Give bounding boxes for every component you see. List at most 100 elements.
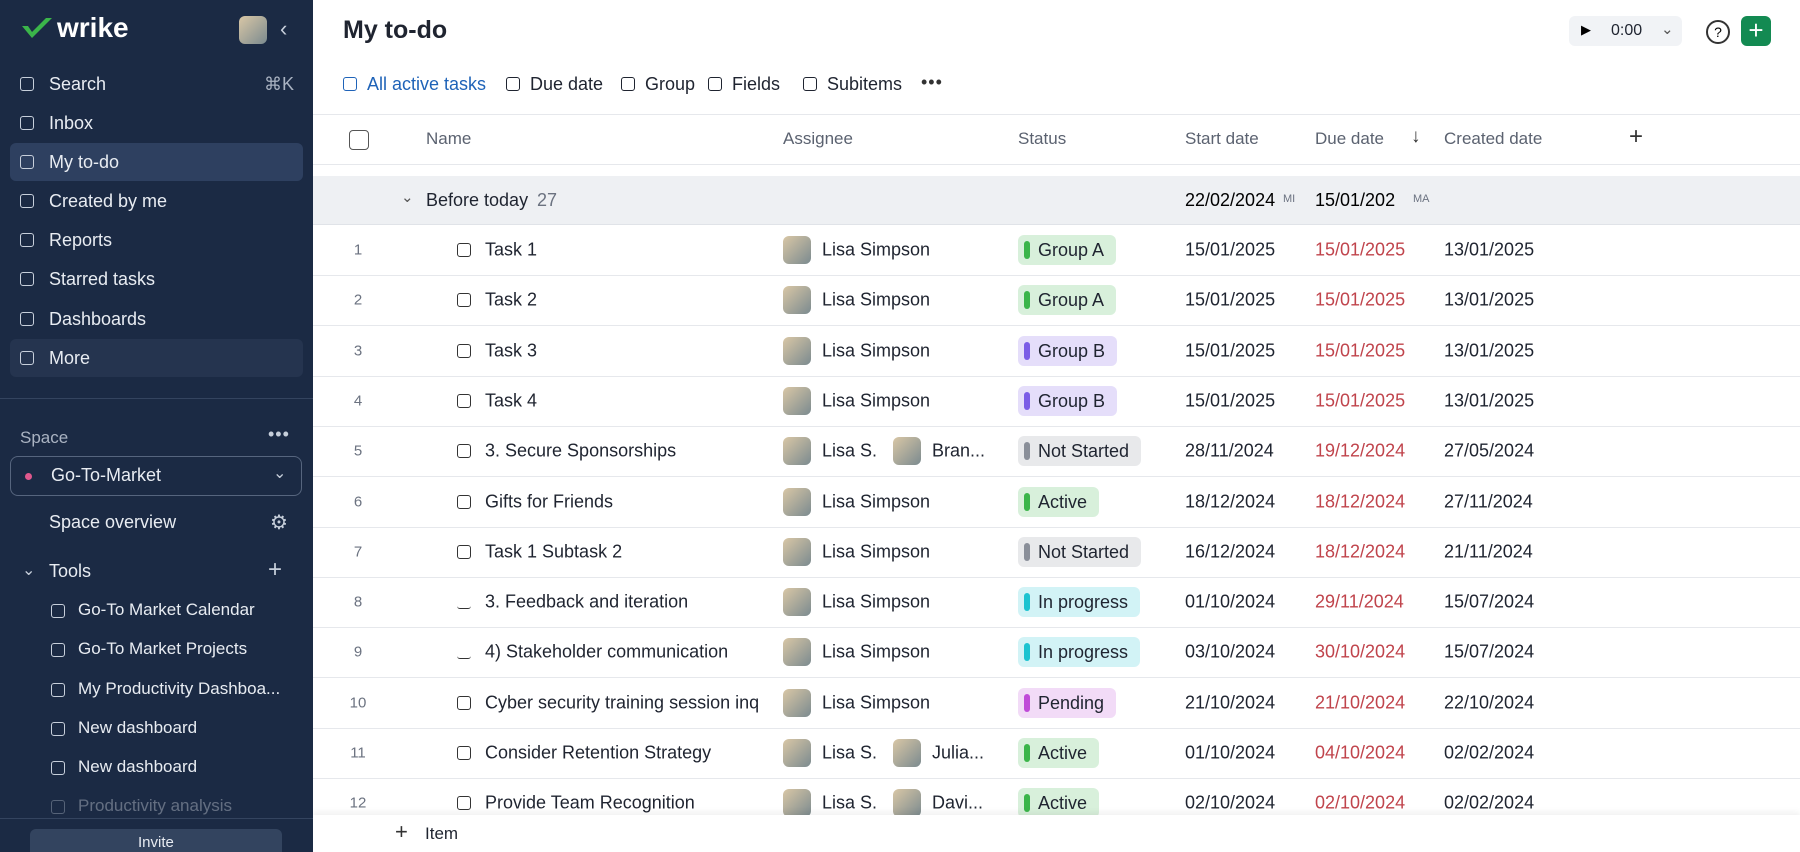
nav-item[interactable]: Reports xyxy=(49,230,113,250)
tools-toggle: ⌄ xyxy=(22,562,36,579)
toolbar-button[interactable]: All active tasks xyxy=(367,74,487,94)
task-name[interactable]: Task 1 Subtask 2 xyxy=(485,541,623,562)
toolbar-button[interactable]: Subitems xyxy=(827,74,903,94)
task-name[interactable]: Gifts for Friends xyxy=(485,491,614,511)
tools-label[interactable]: Tools xyxy=(49,561,92,581)
task-name[interactable]: Task 3 xyxy=(485,340,538,361)
group-row[interactable]: ⌄ Before today 27 22/02/2024 MI 15/01/202 MA xyxy=(313,176,1800,225)
nav-item[interactable]: Dashboards xyxy=(49,309,147,329)
column-header[interactable]: Name xyxy=(426,129,472,148)
row-number: 11 xyxy=(350,744,366,762)
start-date: 01/10/2024 xyxy=(1185,742,1276,763)
task-name[interactable]: Consider Retention Strategy xyxy=(485,742,712,763)
task-name[interactable]: 4) Stakeholder communication xyxy=(485,641,729,662)
collapse-button[interactable]: ‹ xyxy=(280,16,288,41)
toolbar-button[interactable]: Group xyxy=(645,74,696,94)
created-date: 02/02/2024 xyxy=(1444,742,1535,763)
assignee-avatar xyxy=(893,437,921,466)
due-date: 29/11/2024 xyxy=(1315,591,1404,612)
status-pill[interactable]: In progress xyxy=(1018,587,1141,618)
column-header[interactable]: Due date xyxy=(1315,129,1384,148)
help-button[interactable]: ? xyxy=(1706,20,1730,44)
task-row[interactable]: 6 Gifts for Friends Lisa Simpson Active 18/1… xyxy=(313,477,1800,528)
task-icon xyxy=(457,343,471,358)
tool-item[interactable]: New dashboard xyxy=(78,718,198,737)
column-header[interactable]: Created date xyxy=(1444,129,1543,148)
task-row[interactable]: 5 3. Secure Sponsorships Lisa S. Bran... Not… xyxy=(313,426,1800,478)
task-row[interactable]: 4 Task 4 Lisa Simpson Group B 15/01/2025 15/0… xyxy=(313,376,1800,427)
assignee-avatar xyxy=(893,739,921,767)
status-pill[interactable]: Active xyxy=(1018,788,1100,819)
due-date: 15/01/2025 xyxy=(1315,390,1406,411)
nav-item[interactable]: Created by me xyxy=(49,191,168,211)
task-row[interactable]: 9 4) Stakeholder communication Lisa Simpso… xyxy=(313,627,1800,679)
status-pill[interactable]: Group A xyxy=(1018,285,1117,316)
task-icon xyxy=(457,494,471,509)
select-all[interactable] xyxy=(349,130,369,150)
task-row[interactable]: 8 3. Feedback and iteration Lisa Simpson In… xyxy=(313,577,1800,629)
nav-item[interactable]: More xyxy=(49,348,91,368)
status-pill[interactable]: Not Started xyxy=(1018,436,1142,467)
task-row[interactable]: 10 Cyber security training session inq Lis… xyxy=(313,678,1800,729)
nav-hover-bg xyxy=(10,339,303,377)
space-name: Go-To-Market xyxy=(51,465,162,485)
tool-item[interactable]: Go-To Market Calendar xyxy=(78,600,255,619)
status-pill[interactable]: Pending xyxy=(1018,687,1117,718)
status-pill[interactable]: Active xyxy=(1018,486,1100,517)
task-row[interactable]: 11 Consider Retention Strategy Lisa S. Juli… xyxy=(313,728,1800,779)
created-date: 13/01/2025 xyxy=(1444,340,1535,361)
tool-item[interactable]: My Productivity Dashboa... xyxy=(78,679,281,698)
tool-item[interactable]: New dashboard xyxy=(78,757,198,776)
status-pill[interactable]: Active xyxy=(1018,738,1100,768)
column-header[interactable]: Start date xyxy=(1185,129,1259,148)
create-button[interactable]: + xyxy=(1741,16,1771,46)
assignee-name: Lisa S. xyxy=(822,440,878,461)
nav-item[interactable]: Starred tasks xyxy=(49,269,156,289)
space-overview[interactable]: Space overview xyxy=(49,512,177,532)
space-select[interactable]: Go-To-Market ⌄ xyxy=(10,456,302,496)
toolbar-button[interactable]: Due date xyxy=(530,74,604,94)
status-pill[interactable]: Group A xyxy=(1018,235,1117,265)
task-name[interactable]: Task 2 xyxy=(485,289,538,310)
toolbar-button[interactable]: Fields xyxy=(732,74,781,94)
task-name[interactable]: Task 4 xyxy=(485,390,538,411)
task-name[interactable]: Provide Team Recognition xyxy=(485,792,695,813)
toolbar-more[interactable]: ••• xyxy=(921,72,943,92)
nav-item[interactable]: Search xyxy=(49,74,107,94)
add-item[interactable]: Item xyxy=(425,824,459,843)
task-row[interactable]: 1 Task 1 Lisa Simpson Group A 15/01/2025 15/0… xyxy=(313,225,1800,276)
tools-add[interactable]: + xyxy=(268,556,283,583)
tool-item[interactable]: Go-To Market Projects xyxy=(78,639,248,658)
column-header[interactable]: Assignee xyxy=(783,129,853,148)
task-icon xyxy=(457,746,471,760)
task-name[interactable]: 3. Secure Sponsorships xyxy=(485,440,677,461)
assignee-name: Lisa S. xyxy=(822,792,878,813)
assignee-avatar xyxy=(783,236,811,264)
status-pill[interactable]: Group B xyxy=(1018,385,1118,416)
nav-item[interactable]: My to-do xyxy=(49,152,120,172)
timer[interactable]: ▶ 0:00 ⌄ xyxy=(1569,16,1682,46)
assignee-name: Bran... xyxy=(932,440,986,461)
add-column[interactable]: + xyxy=(1629,123,1644,150)
due-date: 21/10/2024 xyxy=(1315,692,1406,713)
task-row[interactable]: 3 Task 3 Lisa Simpson Group B 15/01/2025 15/0… xyxy=(313,326,1800,377)
space-menu[interactable]: ••• xyxy=(268,424,290,444)
task-name[interactable]: Cyber security training session inq xyxy=(485,692,760,713)
task-name[interactable]: 3. Feedback and iteration xyxy=(485,591,689,612)
task-row[interactable]: 2 Task 2 Lisa Simpson Group A 15/01/2025 15/0… xyxy=(313,275,1800,327)
task-icon xyxy=(457,243,471,257)
status-pill[interactable]: Not Started xyxy=(1018,536,1142,567)
invite-button[interactable]: Invite xyxy=(30,829,282,852)
user-avatar[interactable] xyxy=(239,16,267,44)
tool-item[interactable]: Productivity analysis xyxy=(78,796,233,815)
status-label: Not Started xyxy=(1038,441,1130,462)
nav-icon xyxy=(20,194,34,208)
task-name[interactable]: Task 1 xyxy=(485,239,538,260)
column-header[interactable]: Status xyxy=(1018,129,1067,148)
task-icon xyxy=(457,695,471,710)
status-pill[interactable]: In progress xyxy=(1018,637,1141,668)
status-pill[interactable]: Group B xyxy=(1018,335,1118,366)
settings[interactable]: ⚙ xyxy=(270,512,288,534)
task-row[interactable]: 7 Task 1 Subtask 2 Lisa Simpson Not Started… xyxy=(313,527,1800,578)
nav-item[interactable]: Inbox xyxy=(49,113,94,133)
